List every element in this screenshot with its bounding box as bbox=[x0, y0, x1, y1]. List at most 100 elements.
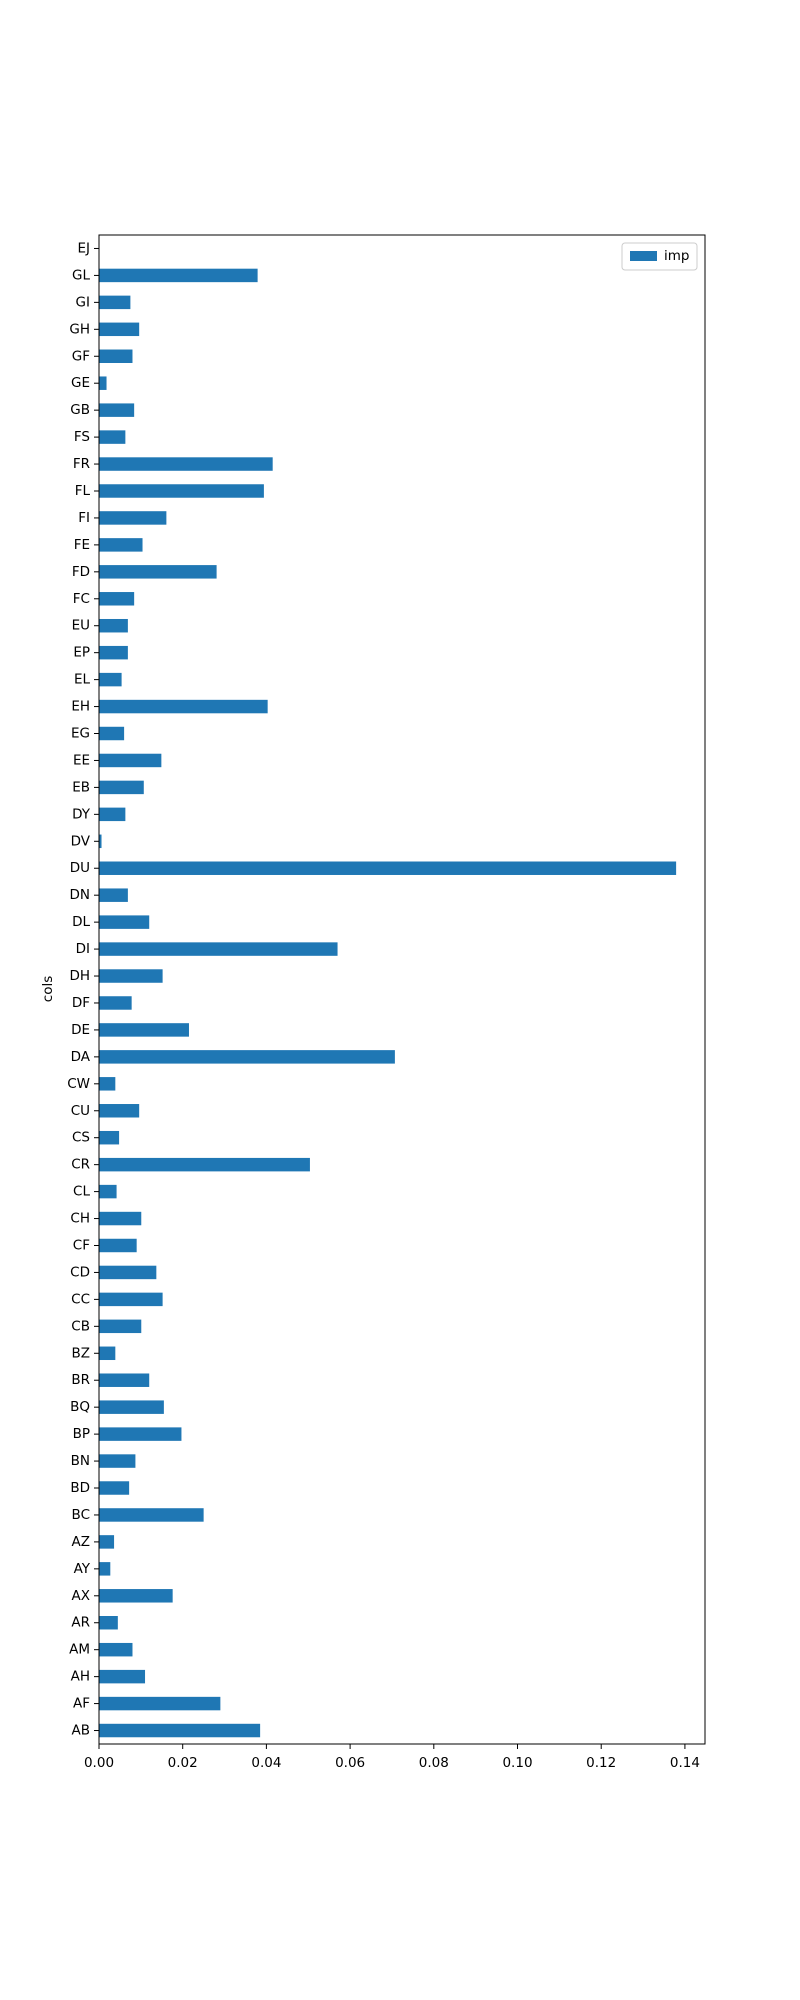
y-tick-label: CD bbox=[70, 1264, 90, 1280]
bar bbox=[99, 1642, 133, 1657]
y-tick-label: AX bbox=[72, 1588, 90, 1604]
y-tick-label: FI bbox=[78, 510, 90, 526]
bar bbox=[99, 1157, 310, 1172]
bar bbox=[99, 511, 167, 525]
bar bbox=[99, 1454, 136, 1468]
y-tick-label: DY bbox=[72, 806, 91, 822]
y-tick-label: GH bbox=[69, 321, 90, 337]
y-tick-label: DF bbox=[72, 995, 90, 1011]
bar bbox=[99, 1427, 182, 1441]
bar bbox=[99, 861, 677, 875]
bar bbox=[99, 1346, 116, 1361]
bar bbox=[99, 1508, 204, 1522]
y-tick-label: EH bbox=[71, 699, 90, 715]
bar bbox=[99, 753, 162, 768]
y-axis-label: cols bbox=[40, 976, 56, 1002]
bar bbox=[99, 780, 144, 795]
y-tick-label: DV bbox=[71, 833, 91, 849]
y-tick-label: FC bbox=[73, 591, 90, 607]
bar bbox=[99, 295, 131, 310]
y-tick-label: DH bbox=[69, 968, 90, 984]
y-tick-label: DU bbox=[70, 860, 90, 876]
bar bbox=[99, 807, 126, 822]
y-tick-label: CU bbox=[71, 1103, 90, 1119]
bar bbox=[99, 672, 122, 687]
bar bbox=[99, 403, 135, 417]
y-tick-label: CS bbox=[72, 1130, 90, 1146]
y-tick-label: EB bbox=[72, 779, 90, 795]
bar bbox=[99, 1589, 173, 1603]
bar bbox=[99, 1723, 261, 1738]
y-tick-label: EG bbox=[71, 726, 90, 742]
y-tick-label: CB bbox=[71, 1318, 90, 1334]
y-tick-label: EE bbox=[73, 752, 90, 768]
x-tick-label: 0.04 bbox=[251, 1755, 281, 1771]
y-tick-label: GI bbox=[76, 294, 90, 310]
y-tick-label: CH bbox=[70, 1211, 90, 1227]
bar bbox=[99, 1023, 189, 1037]
y-tick-label: DE bbox=[71, 1022, 90, 1038]
y-tick-label: GB bbox=[70, 402, 90, 418]
x-tick-label: 0.08 bbox=[419, 1755, 449, 1771]
legend-box bbox=[621, 242, 698, 271]
y-tick-label: FD bbox=[72, 564, 90, 580]
y-tick-label: FR bbox=[73, 456, 90, 472]
y-tick-label: DL bbox=[72, 914, 90, 930]
legend-label: imp bbox=[664, 248, 689, 264]
y-tick-label: CR bbox=[71, 1157, 90, 1173]
bar bbox=[99, 1696, 221, 1711]
bar bbox=[99, 1400, 164, 1414]
y-tick-label: GF bbox=[72, 348, 90, 364]
y-tick-label: DN bbox=[70, 887, 91, 903]
bar bbox=[99, 1050, 395, 1064]
bar bbox=[99, 726, 125, 741]
y-tick-label: BC bbox=[72, 1507, 90, 1523]
y-tick-label: FE bbox=[74, 537, 90, 553]
bar bbox=[99, 915, 150, 929]
y-tick-label: FL bbox=[75, 483, 91, 499]
y-tick-label: FS bbox=[74, 429, 90, 445]
bar bbox=[99, 996, 132, 1010]
y-tick-label: BP bbox=[73, 1426, 90, 1442]
y-tick-label: AZ bbox=[72, 1534, 90, 1550]
bar bbox=[99, 1562, 111, 1576]
x-tick-label: 0.14 bbox=[670, 1755, 700, 1771]
x-tick-label: 0.12 bbox=[586, 1755, 616, 1771]
bar bbox=[99, 1319, 142, 1334]
bar bbox=[99, 699, 268, 714]
y-tick-label: CC bbox=[71, 1291, 90, 1307]
y-tick-label: BZ bbox=[71, 1345, 90, 1361]
bar bbox=[99, 1292, 163, 1307]
y-tick-label: EU bbox=[72, 618, 90, 634]
bar bbox=[99, 484, 264, 498]
y-tick-label: GL bbox=[72, 267, 90, 283]
bar bbox=[99, 322, 140, 337]
bar bbox=[99, 618, 128, 633]
bar bbox=[99, 888, 128, 902]
bar bbox=[99, 1104, 140, 1118]
bar bbox=[99, 1669, 146, 1684]
x-tick-label: 0.06 bbox=[335, 1755, 365, 1771]
bar bbox=[99, 1616, 118, 1630]
bar bbox=[99, 592, 135, 606]
bar bbox=[99, 457, 273, 471]
x-tick-label: 0.00 bbox=[84, 1755, 114, 1771]
y-tick-label: BR bbox=[71, 1372, 90, 1388]
bar bbox=[99, 1130, 120, 1145]
y-tick-label: AB bbox=[72, 1723, 91, 1739]
bar bbox=[99, 538, 143, 552]
y-tick-label: DA bbox=[71, 1049, 91, 1065]
plot-frame bbox=[98, 234, 706, 1745]
y-tick-label: AM bbox=[69, 1642, 90, 1658]
bar bbox=[99, 349, 133, 363]
y-tick-label: CW bbox=[67, 1076, 90, 1092]
y-tick-label: CF bbox=[73, 1237, 90, 1253]
bar bbox=[99, 1481, 130, 1495]
bar bbox=[99, 1211, 142, 1226]
y-tick-label: AY bbox=[74, 1561, 91, 1577]
x-tick-label: 0.10 bbox=[502, 1755, 532, 1771]
bar bbox=[99, 969, 163, 983]
y-tick-label: CL bbox=[73, 1184, 90, 1200]
bar bbox=[99, 1184, 117, 1199]
